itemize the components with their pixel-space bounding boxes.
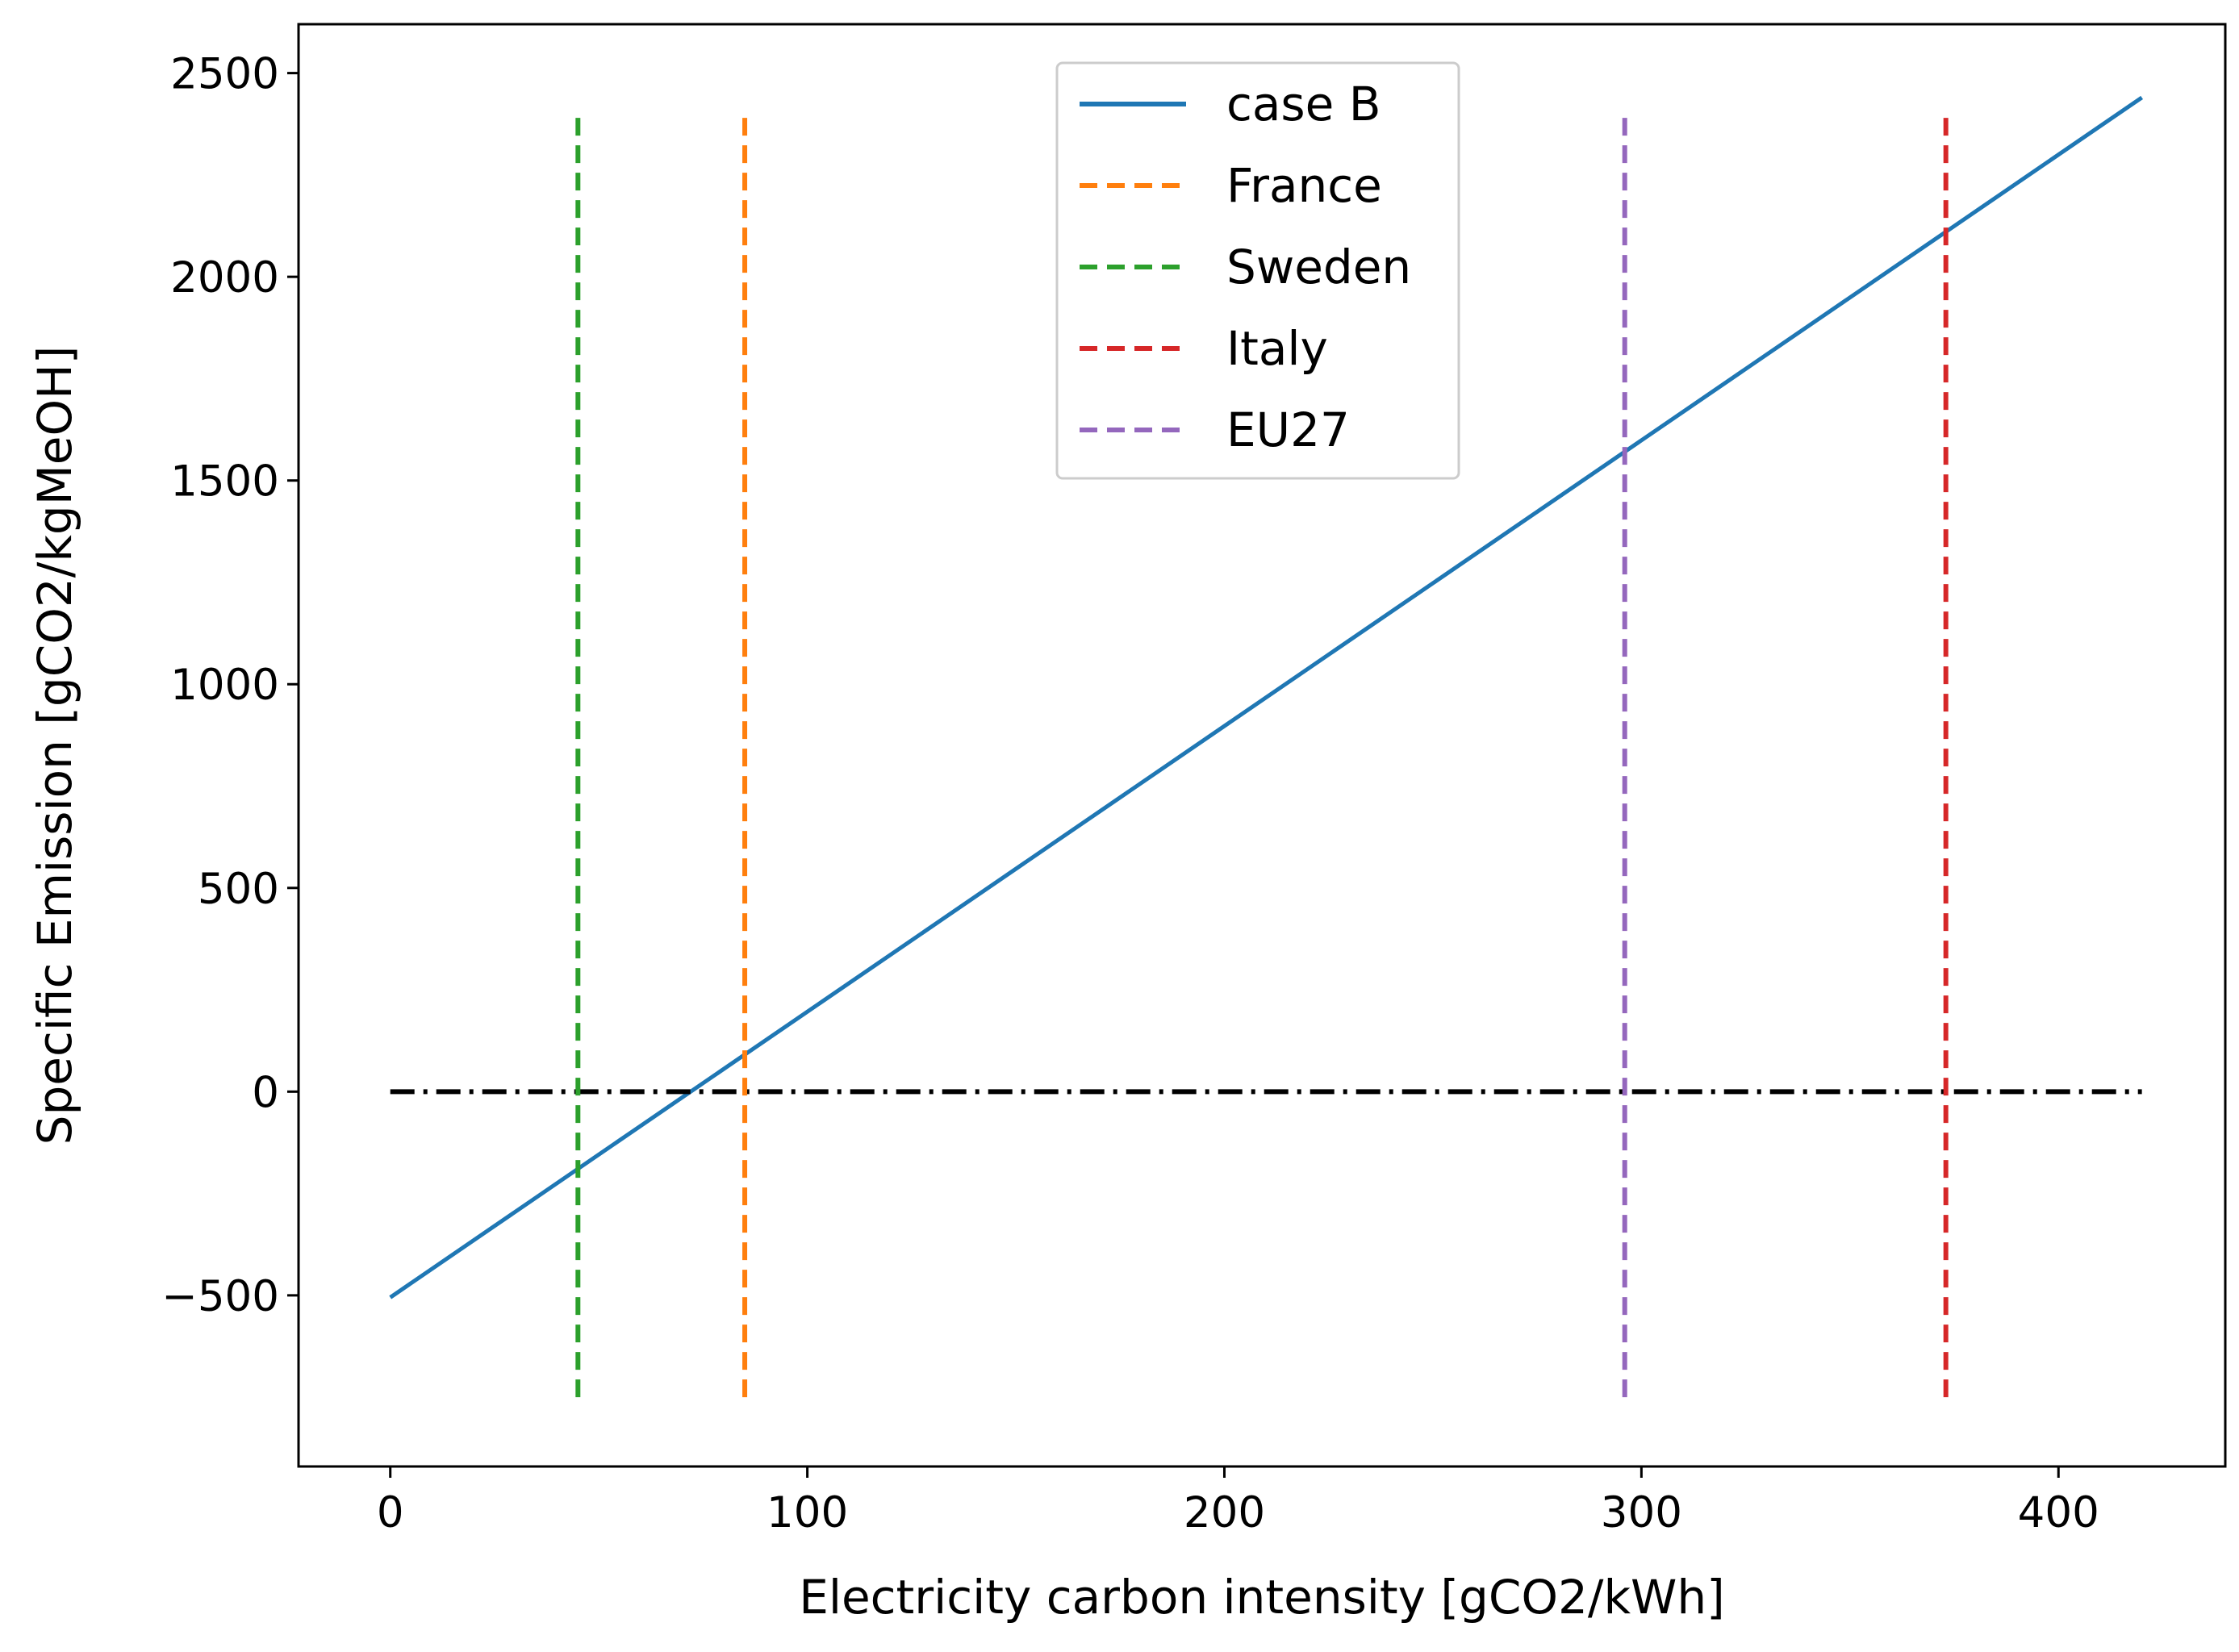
y-tick-label: 1000 xyxy=(170,661,279,710)
plot-area xyxy=(389,95,2144,1398)
x-tick-label: 300 xyxy=(1601,1488,1682,1537)
y-tick-label: 0 xyxy=(252,1068,279,1117)
legend-label-sweden: Sweden xyxy=(1226,240,1411,294)
axes-frame xyxy=(297,23,2227,1468)
series-line-case-b xyxy=(389,95,2144,1299)
y-tick-label: 1500 xyxy=(170,457,279,507)
x-tick-label: 0 xyxy=(377,1488,404,1537)
y-tick-label: 2500 xyxy=(170,50,279,99)
legend-box xyxy=(1055,61,1460,480)
y-tick-label: −500 xyxy=(161,1272,279,1321)
y-tick-label: 500 xyxy=(198,865,279,914)
legend-label-france: France xyxy=(1226,158,1382,213)
x-axis-title: Electricity carbon intensity [gCO2/kWh] xyxy=(799,1570,1725,1625)
legend-label-italy: Italy xyxy=(1226,321,1328,376)
legend-label-eu27: EU27 xyxy=(1226,403,1350,457)
legend: case B France Sweden Italy EU27 xyxy=(1055,61,1460,480)
legend-label-case-b: case B xyxy=(1226,77,1381,131)
x-tick-label: 100 xyxy=(767,1488,848,1537)
y-tick-label: 2000 xyxy=(170,253,279,302)
x-tick-label: 400 xyxy=(2018,1488,2099,1537)
axis-ticks: 0 100 200 300 400 −500 0 500 1000 1500 2000 2500 xyxy=(161,50,2099,1537)
y-axis-title: Specific Emission [gCO2/kgMeOH] xyxy=(27,346,82,1145)
x-tick-label: 200 xyxy=(1184,1488,1265,1537)
